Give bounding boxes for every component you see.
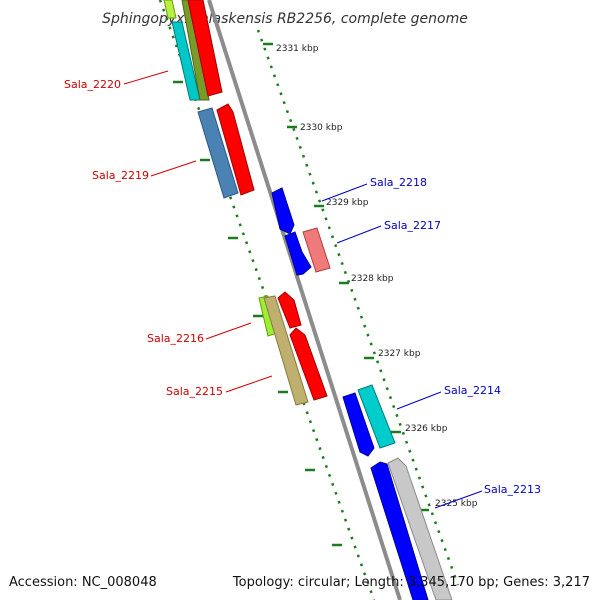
gene-label-sala-2213: Sala_2213 (484, 483, 541, 496)
gene-sala-2216-red (277, 291, 302, 329)
gene-label-sala-2220: Sala_2220 (64, 78, 121, 91)
gene-sala-2217-blue (284, 231, 312, 276)
major-ticks (173, 42, 429, 547)
gene-label-sala-2217: Sala_2217 (384, 219, 441, 232)
gene-label-sala-2218: Sala_2218 (370, 176, 427, 189)
gene-sala-2220-olive (181, 0, 210, 101)
gene-sala-2215-khaki (263, 295, 309, 406)
genome-title: Sphingopyxis alaskensis RB2256, complete… (102, 11, 468, 27)
gene-sala-2213-gray (387, 457, 453, 600)
gene-track-right (271, 187, 453, 600)
gene-sala-2217-pink (302, 227, 331, 273)
gene-sala-2214-blue (342, 392, 375, 457)
tick-label-2331: 2331 kbp (276, 44, 319, 54)
accession-text: Accession: NC_008048 (9, 575, 157, 590)
gene-sala-2215-red (289, 327, 328, 401)
tick-label-2325: 2325 kbp (435, 499, 478, 509)
tick-label-2327: 2327 kbp (378, 349, 421, 359)
tick-label-2328: 2328 kbp (351, 274, 394, 284)
gene-label-sala-2215: Sala_2215 (166, 385, 223, 398)
tick-label-2330: 2330 kbp (300, 123, 343, 133)
gene-sala-2219-steelblue (197, 107, 239, 199)
tick-label-2326: 2326 kbp (405, 424, 448, 434)
gene-label-sala-2216: Sala_2216 (147, 332, 204, 345)
tick-label-2329: 2329 kbp (326, 198, 369, 208)
gene-sala-2219-red-top (187, 0, 223, 97)
gene-sala-2218 (271, 187, 295, 235)
gene-sala-2220-lime (163, 0, 177, 19)
leader-lines (123, 70, 483, 509)
gene-label-sala-2219: Sala_2219 (92, 169, 149, 182)
genome-backbone (207, 0, 402, 600)
gene-track-left (163, 0, 328, 406)
gene-sala-2214-cyan (357, 384, 396, 449)
gene-sala-2219-red (216, 103, 255, 196)
topology-text: Topology: circular; Length: 3,345,170 bp… (232, 575, 590, 590)
gene-label-sala-2214: Sala_2214 (444, 384, 501, 397)
gene-sala-2213-blue (370, 461, 429, 600)
